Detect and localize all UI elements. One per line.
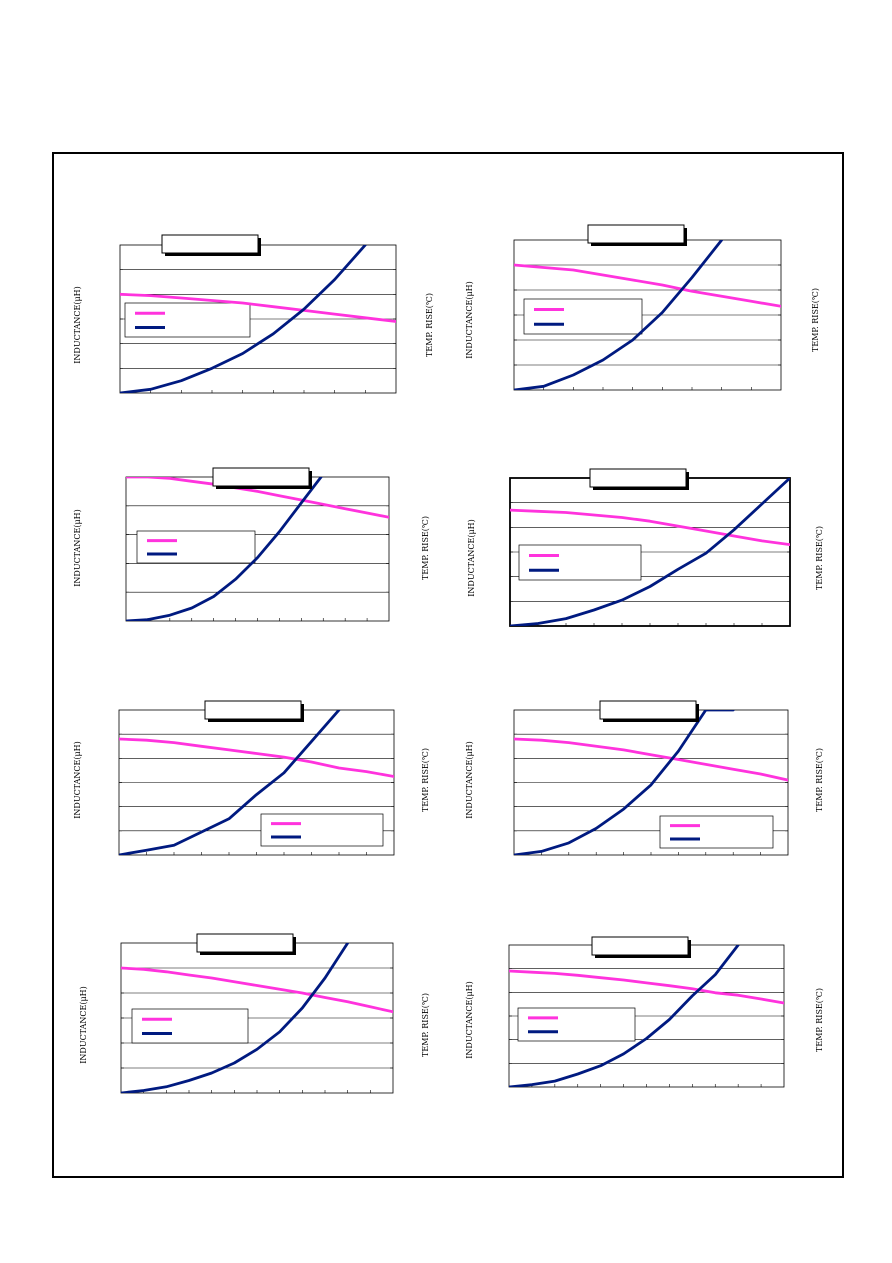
legend-box <box>517 1007 636 1042</box>
series-temp-rise-line <box>510 478 790 626</box>
title-box <box>587 224 685 244</box>
y-axis-label-right: TEMP. RISE(℃) <box>421 993 430 1057</box>
title-box <box>589 468 687 488</box>
legend-box <box>518 544 642 581</box>
chart-4: INDUCTANCE(μH) TEMP. RISE(℃) <box>467 468 824 627</box>
legend-box <box>136 530 256 564</box>
y-axis-label-right: TEMP. RISE(℃) <box>421 748 430 812</box>
y-axis-label-left: INDUCTANCE(μH) <box>465 981 474 1059</box>
title-box <box>599 700 697 720</box>
series-temp-rise-line <box>121 943 350 1093</box>
legend-box <box>659 815 774 849</box>
y-axis-label-right: TEMP. RISE(℃) <box>815 988 824 1052</box>
chart-6: INDUCTANCE(μH) TEMP. RISE(℃) <box>465 700 824 856</box>
chart-7: INDUCTANCE(μH) TEMP. RISE(℃) <box>79 933 430 1094</box>
chart-8: INDUCTANCE(μH) TEMP. RISE(℃) <box>465 936 824 1088</box>
title-box <box>196 933 294 953</box>
chart-1: INDUCTANCE(μH) TEMP. RISE(℃) <box>73 234 434 394</box>
y-axis-label-left: INDUCTANCE(μH) <box>465 281 474 359</box>
legend-box <box>260 813 384 847</box>
y-axis-label-left: INDUCTANCE(μH) <box>467 519 476 597</box>
legend-box <box>131 1008 249 1044</box>
chart-2: INDUCTANCE(μH) TEMP. RISE(℃) <box>465 224 820 391</box>
series-inductance-line <box>126 477 389 519</box>
chart-5: INDUCTANCE(μH) TEMP. RISE(℃) <box>73 700 430 856</box>
chart-3: INDUCTANCE(μH) TEMP. RISE(℃) <box>73 467 430 622</box>
y-axis-label-left: INDUCTANCE(μH) <box>79 986 88 1064</box>
series-inductance-line <box>510 508 790 546</box>
y-axis-label-left: INDUCTANCE(μH) <box>73 286 82 364</box>
y-axis-label-right: TEMP. RISE(℃) <box>421 516 430 580</box>
series-temp-rise-line <box>120 245 367 393</box>
y-axis-label-left: INDUCTANCE(μH) <box>73 741 82 819</box>
series-temp-rise-line <box>126 477 323 621</box>
y-axis-label-right: TEMP. RISE(℃) <box>811 288 820 352</box>
series-inductance-line <box>514 737 788 782</box>
series-inductance-line <box>514 263 781 308</box>
page-frame <box>52 152 844 1178</box>
title-box <box>212 467 310 487</box>
y-axis-label-left: INDUCTANCE(μH) <box>465 741 474 819</box>
series-temp-rise-line <box>509 945 740 1087</box>
series-temp-rise-line <box>514 710 735 855</box>
legend-box <box>523 298 643 335</box>
y-axis-label-left: INDUCTANCE(μH) <box>73 509 82 587</box>
y-axis-label-right: TEMP. RISE(℃) <box>425 293 434 357</box>
title-box <box>204 700 302 720</box>
series-inductance-line <box>120 292 396 323</box>
series-temp-rise-line <box>514 240 724 390</box>
series-inductance-line <box>121 966 393 1014</box>
legend-box <box>124 302 251 338</box>
y-axis-label-right: TEMP. RISE(℃) <box>815 526 824 590</box>
title-box <box>591 936 689 956</box>
series-temp-rise-line <box>119 710 341 855</box>
series-inductance-line <box>119 737 394 778</box>
y-axis-label-right: TEMP. RISE(℃) <box>815 748 824 812</box>
series-inductance-line <box>509 969 784 1005</box>
title-box <box>161 234 259 254</box>
